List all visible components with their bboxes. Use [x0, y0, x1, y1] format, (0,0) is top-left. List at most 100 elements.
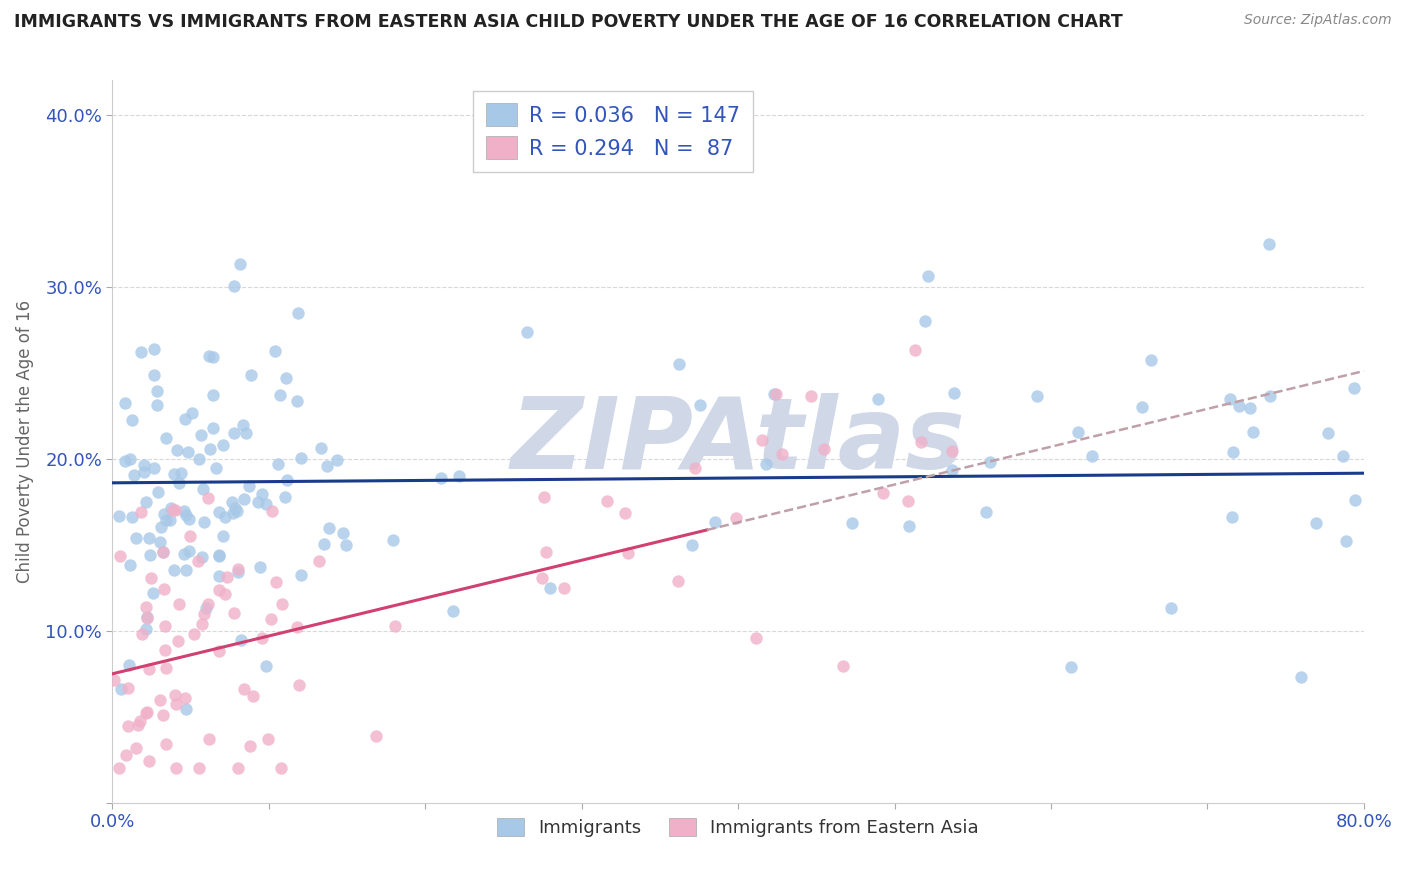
Point	[430, 471, 453, 485]
Point	[155, 643, 177, 657]
Point	[215, 570, 238, 584]
Point	[744, 631, 766, 645]
Point	[235, 426, 257, 441]
Point	[138, 754, 160, 768]
Point	[208, 644, 231, 658]
Point	[193, 482, 215, 496]
Point	[1257, 237, 1279, 252]
Point	[287, 306, 309, 320]
Legend: Immigrants, Immigrants from Eastern Asia: Immigrants, Immigrants from Eastern Asia	[489, 811, 987, 845]
Point	[153, 619, 176, 633]
Point	[941, 462, 963, 476]
Point	[162, 503, 184, 517]
Point	[238, 479, 260, 493]
Point	[163, 503, 186, 517]
Point	[224, 426, 246, 441]
Point	[232, 418, 254, 433]
Point	[250, 631, 273, 645]
Point	[441, 604, 464, 618]
Point	[142, 368, 165, 382]
Point	[188, 452, 211, 467]
Point	[689, 398, 711, 412]
Point	[1227, 399, 1250, 413]
Point	[198, 349, 221, 363]
Point	[177, 543, 200, 558]
Point	[267, 457, 290, 471]
Point	[120, 452, 142, 467]
Point	[308, 554, 330, 568]
Point	[167, 597, 190, 611]
Point	[125, 531, 148, 545]
Point	[841, 516, 863, 530]
Point	[135, 600, 157, 615]
Point	[285, 620, 308, 634]
Point	[121, 509, 143, 524]
Point	[1344, 492, 1367, 507]
Point	[233, 681, 256, 696]
Point	[160, 500, 183, 515]
Point	[142, 586, 165, 600]
Point	[290, 568, 312, 582]
Point	[155, 431, 177, 445]
Point	[318, 521, 340, 535]
Point	[530, 571, 553, 585]
Point	[198, 731, 221, 746]
Point	[335, 538, 357, 552]
Point	[155, 661, 177, 675]
Point	[226, 504, 249, 518]
Point	[153, 508, 176, 522]
Point	[149, 692, 172, 706]
Point	[257, 732, 280, 747]
Point	[173, 548, 195, 562]
Point	[135, 495, 157, 509]
Point	[117, 719, 139, 733]
Point	[232, 491, 254, 506]
Point	[231, 632, 253, 647]
Point	[169, 475, 191, 490]
Point	[163, 467, 186, 482]
Point	[800, 389, 823, 403]
Point	[165, 689, 187, 703]
Point	[193, 607, 215, 621]
Point	[174, 411, 197, 425]
Point	[681, 538, 703, 552]
Point	[190, 428, 212, 442]
Point	[167, 633, 190, 648]
Point	[668, 357, 690, 371]
Point	[1317, 426, 1340, 441]
Text: ZIPAtlas: ZIPAtlas	[510, 393, 966, 490]
Point	[274, 490, 297, 504]
Point	[1334, 533, 1357, 548]
Point	[226, 562, 249, 576]
Point	[129, 714, 152, 728]
Point	[763, 387, 786, 401]
Point	[222, 278, 245, 293]
Point	[1241, 425, 1264, 439]
Point	[202, 388, 225, 402]
Point	[1130, 400, 1153, 414]
Point	[254, 658, 277, 673]
Point	[117, 681, 139, 696]
Point	[139, 571, 162, 585]
Point	[115, 747, 138, 762]
Point	[194, 601, 217, 615]
Point	[135, 622, 157, 636]
Point	[943, 385, 966, 400]
Point	[246, 495, 269, 509]
Point	[252, 487, 274, 501]
Point	[866, 392, 889, 407]
Point	[536, 545, 558, 559]
Point	[309, 441, 332, 455]
Point	[533, 490, 555, 504]
Point	[110, 682, 132, 697]
Point	[163, 563, 186, 577]
Point	[222, 607, 245, 621]
Point	[1067, 425, 1090, 439]
Point	[288, 678, 311, 692]
Point	[1140, 352, 1163, 367]
Point	[122, 468, 145, 483]
Point	[516, 326, 538, 340]
Point	[149, 535, 172, 549]
Point	[138, 532, 160, 546]
Point	[254, 497, 277, 511]
